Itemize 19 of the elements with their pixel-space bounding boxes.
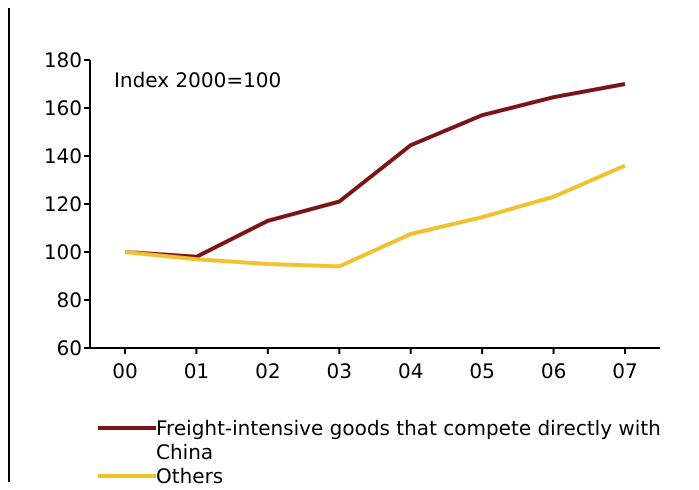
legend-label: Others: [156, 464, 224, 488]
legend-label: Freight-intensive goods that compete directly with China: [156, 416, 662, 464]
line-series: [123, 164, 627, 268]
x-tick-label: 05: [469, 359, 495, 384]
y-tick-label: 140: [44, 144, 82, 168]
annotation: Index 2000=100: [114, 68, 282, 92]
y-tick-label: 160: [44, 96, 82, 120]
x-tick-label: 06: [540, 359, 566, 384]
y-tick-label: 60: [56, 336, 82, 360]
x-tick-label: 04: [398, 359, 424, 384]
y-tick-label: 100: [44, 240, 82, 264]
y-tick-label: 120: [44, 192, 82, 216]
x-tick-label: 02: [255, 359, 281, 384]
y-tick-label: 80: [56, 288, 82, 312]
x-tick-label: 00: [112, 359, 138, 384]
y-tick-label: 180: [44, 48, 82, 72]
x-tick-label: 03: [326, 359, 352, 384]
x-tick-label: 01: [184, 359, 210, 384]
x-tick-label: 07: [612, 359, 638, 384]
